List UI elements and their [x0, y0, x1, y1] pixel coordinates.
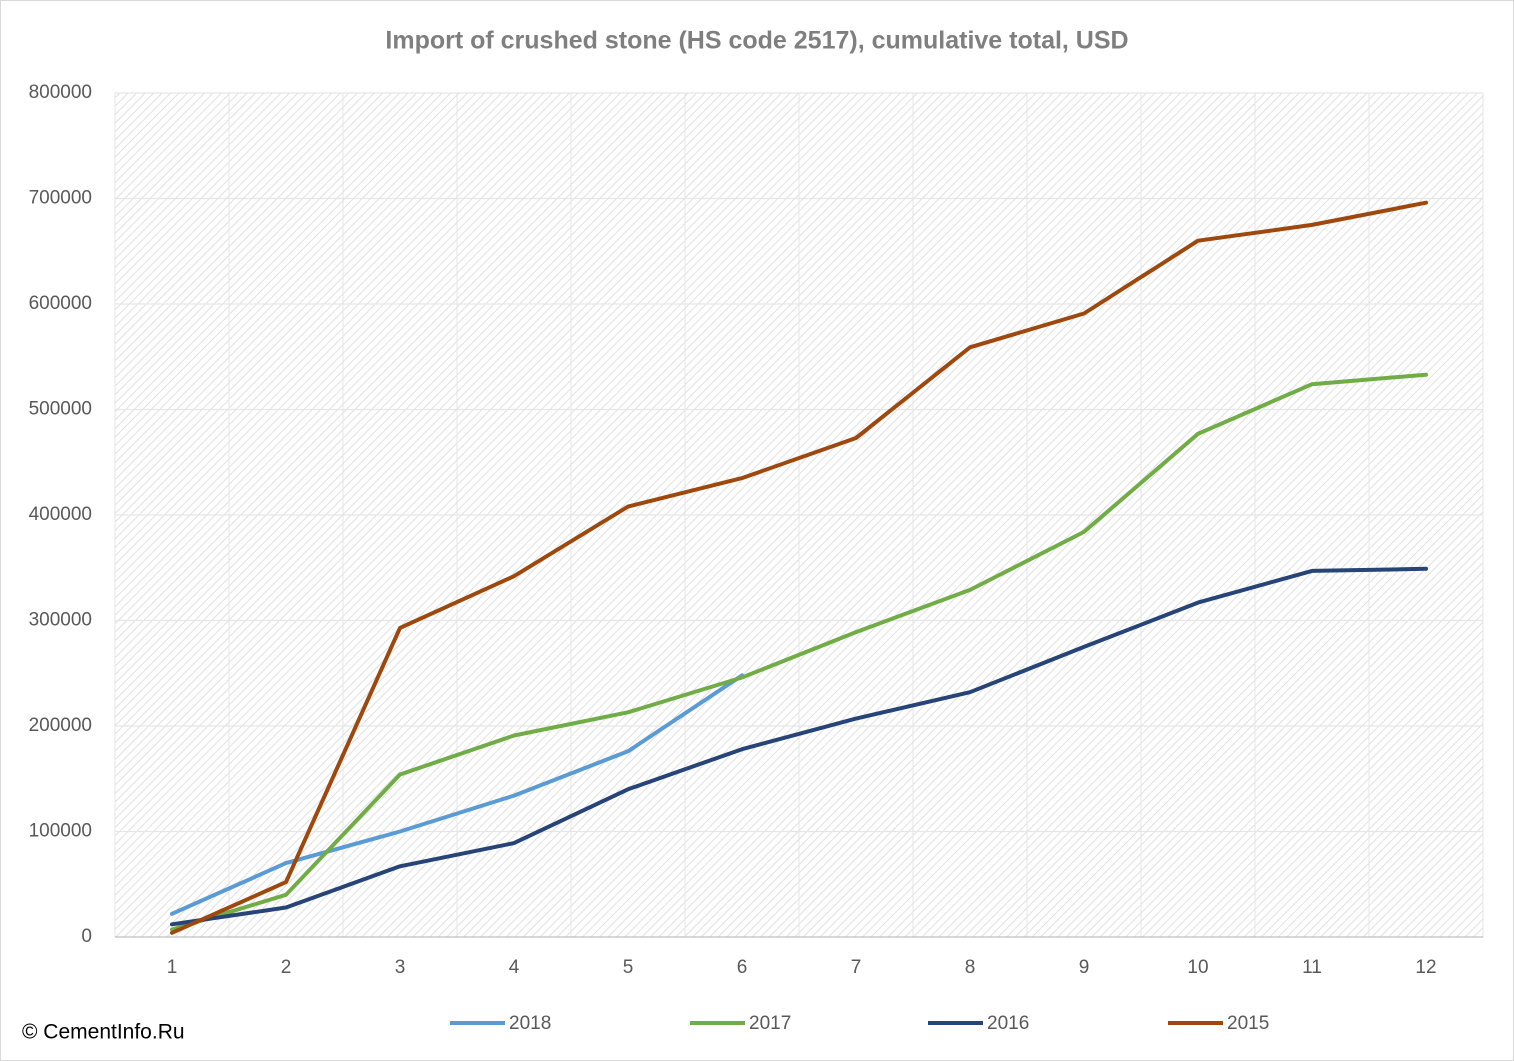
x-tick-label: 3 — [395, 957, 406, 978]
x-tick-label: 5 — [623, 957, 634, 978]
y-tick-label: 100000 — [29, 821, 92, 842]
x-tick-label: 7 — [851, 957, 862, 978]
series-line — [170, 673, 744, 916]
x-tick-label: 4 — [509, 957, 520, 978]
y-tick-label: 500000 — [29, 399, 92, 420]
series-line — [170, 200, 1428, 935]
x-tick-label: 8 — [965, 957, 976, 978]
y-tick-label: 600000 — [29, 293, 92, 314]
y-tick-label: 400000 — [29, 504, 92, 525]
x-tick-label: 2 — [281, 957, 292, 978]
x-tick-label: 6 — [737, 957, 748, 978]
y-tick-label: 800000 — [29, 82, 92, 103]
x-tick-label: 9 — [1079, 957, 1090, 978]
y-tick-label: 300000 — [29, 610, 92, 631]
legend-label: 2015 — [1227, 1013, 1269, 1034]
series-line — [170, 566, 1428, 927]
series-line — [170, 372, 1428, 932]
x-tick-label: 10 — [1187, 957, 1208, 978]
legend-label: 2018 — [509, 1013, 551, 1034]
legend-label: 2016 — [987, 1013, 1029, 1034]
y-tick-label: 0 — [81, 926, 92, 947]
x-tick-label: 12 — [1415, 957, 1436, 978]
chart-title: Import of crushed stone (HS code 2517), … — [385, 27, 1128, 55]
x-tick-label: 1 — [167, 957, 178, 978]
legend-label: 2017 — [749, 1013, 791, 1034]
y-tick-label: 700000 — [29, 188, 92, 209]
copyright: © CementInfo.Ru — [22, 1021, 185, 1044]
y-tick-label: 200000 — [29, 715, 92, 736]
x-tick-label: 11 — [1302, 957, 1322, 978]
